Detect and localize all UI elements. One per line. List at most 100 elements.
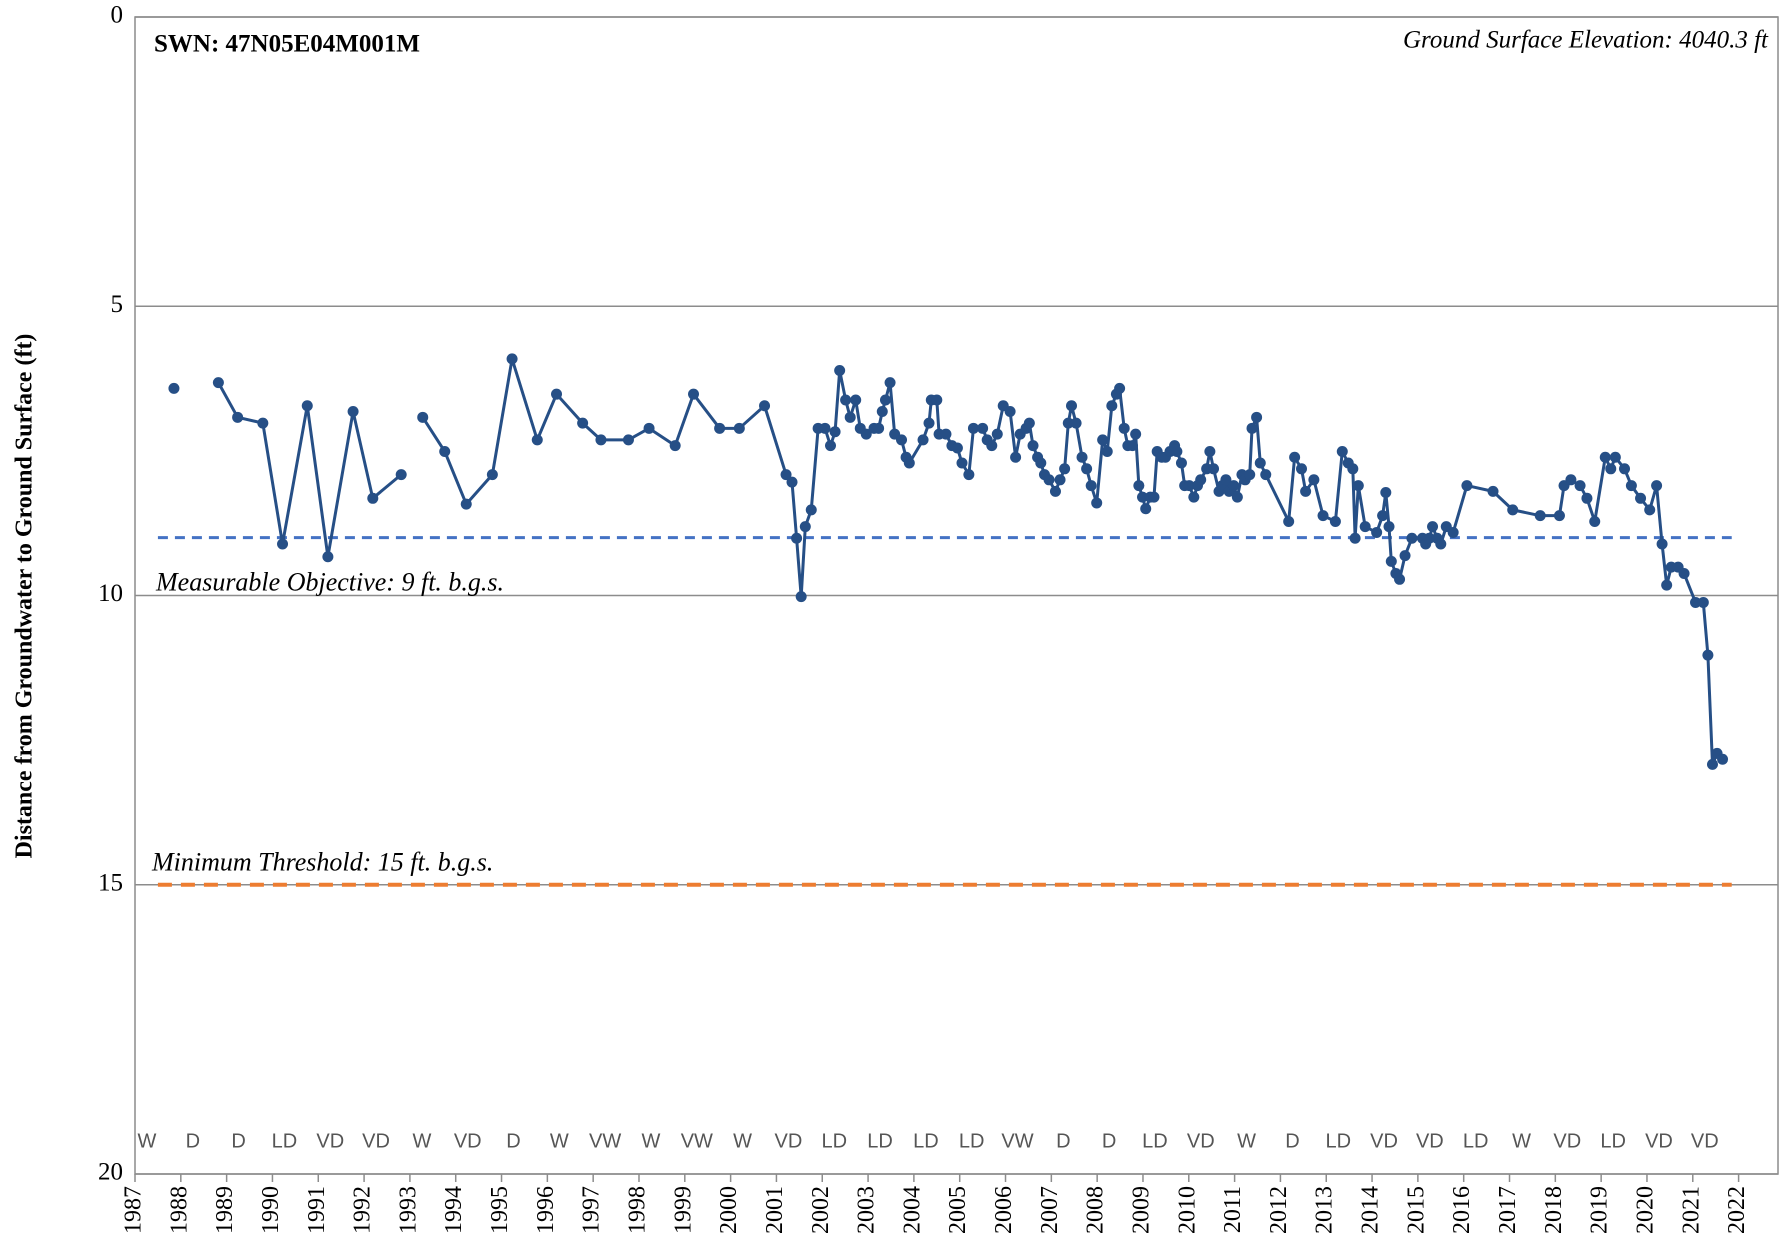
x-tick-label: 1997 [579, 1186, 605, 1234]
water-year-type: VW [589, 1130, 621, 1152]
x-tick-label: 2003 [854, 1186, 880, 1234]
data-point [1208, 463, 1220, 475]
x-tick-label: 1987 [121, 1186, 147, 1234]
data-point [1085, 480, 1097, 492]
data-point [780, 469, 792, 481]
data-point [819, 422, 831, 434]
water-year-type: VD [316, 1130, 344, 1152]
data-point [1317, 510, 1329, 522]
data-point [1329, 515, 1341, 527]
data-point [301, 400, 313, 412]
data-point [1296, 463, 1308, 475]
data-point [1183, 480, 1195, 492]
data-point [1383, 521, 1395, 533]
data-point [1394, 573, 1406, 585]
data-point [1619, 463, 1631, 475]
data-point [1599, 451, 1611, 463]
water-year-type: D [186, 1130, 200, 1152]
water-year-type: LD [1142, 1130, 1168, 1152]
water-year-type: LD [867, 1130, 893, 1152]
y-axis-label: Distance from Groundwater to Ground Surf… [12, 334, 38, 859]
data-point [1423, 532, 1435, 544]
water-year-type: W [412, 1130, 431, 1152]
data-point [991, 428, 1003, 440]
reference-label: Measurable Objective: 9 ft. b.g.s. [155, 568, 504, 597]
x-tick-label: 2006 [991, 1186, 1017, 1234]
x-tick-label: 1995 [487, 1186, 513, 1234]
data-point [1283, 515, 1295, 527]
data-point [1717, 753, 1729, 765]
data-point [643, 422, 655, 434]
water-year-type: D [1056, 1130, 1070, 1152]
data-point [860, 428, 872, 440]
water-year-type: LD [913, 1130, 939, 1152]
data-point [884, 377, 896, 389]
data-point [1589, 515, 1601, 527]
data-point [232, 411, 244, 423]
data-point [1004, 406, 1016, 418]
data-point [1070, 417, 1082, 429]
data-point [168, 382, 180, 394]
x-tick-label: 1991 [304, 1186, 330, 1234]
data-point [1435, 538, 1447, 550]
data-point [417, 411, 429, 423]
data-point [212, 377, 224, 389]
data-point [1609, 451, 1621, 463]
data-point [1076, 451, 1088, 463]
data-point [1081, 463, 1093, 475]
data-point [439, 445, 451, 457]
water-year-type: VD [775, 1130, 803, 1152]
water-year-type: LD [1463, 1130, 1489, 1152]
data-point [977, 422, 989, 434]
data-point [903, 457, 915, 469]
data-point [322, 551, 334, 563]
data-point [1126, 440, 1138, 452]
x-tick-label: 1999 [670, 1186, 696, 1234]
data-point [669, 440, 681, 452]
data-point [873, 422, 885, 434]
data-point [1137, 491, 1149, 503]
data-point [1091, 497, 1103, 509]
x-tick-label: 2009 [1128, 1186, 1154, 1234]
data-point [1534, 510, 1546, 522]
data-point [1656, 538, 1668, 550]
data-point [622, 434, 634, 446]
data-point [733, 422, 745, 434]
water-year-type: W [1512, 1130, 1531, 1152]
data-point [1171, 445, 1183, 457]
data-point [1371, 526, 1383, 538]
data-point [967, 422, 979, 434]
water-year-type: D [506, 1130, 520, 1152]
water-year-type: LD [1600, 1130, 1626, 1152]
data-point [688, 388, 700, 400]
data-point [1010, 451, 1022, 463]
data-point [1399, 550, 1411, 562]
x-tick-label: 2002 [808, 1186, 834, 1234]
data-point [551, 388, 563, 400]
data-point [1565, 474, 1577, 486]
data-point [940, 428, 952, 440]
water-year-type: VW [681, 1130, 713, 1152]
data-point [1427, 521, 1439, 533]
data-point [1027, 440, 1039, 452]
data-point [1651, 480, 1663, 492]
x-tick-label: 2008 [1083, 1186, 1109, 1234]
data-point [879, 394, 891, 406]
data-point [1553, 510, 1565, 522]
data-point [1204, 445, 1216, 457]
x-tick-label: 2016 [1449, 1186, 1475, 1234]
data-point [1231, 491, 1243, 503]
water-year-type: D [1285, 1130, 1299, 1152]
data-point [1118, 422, 1130, 434]
water-year-type: VD [1553, 1130, 1581, 1152]
x-tick-label: 2013 [1312, 1186, 1338, 1234]
x-tick-label: 1993 [395, 1186, 421, 1234]
data-point [531, 434, 543, 446]
water-year-type: W [1237, 1130, 1256, 1152]
data-point [1336, 445, 1348, 457]
data-point [1352, 480, 1364, 492]
data-point [1347, 463, 1359, 475]
x-tick-label: 2020 [1632, 1186, 1658, 1234]
